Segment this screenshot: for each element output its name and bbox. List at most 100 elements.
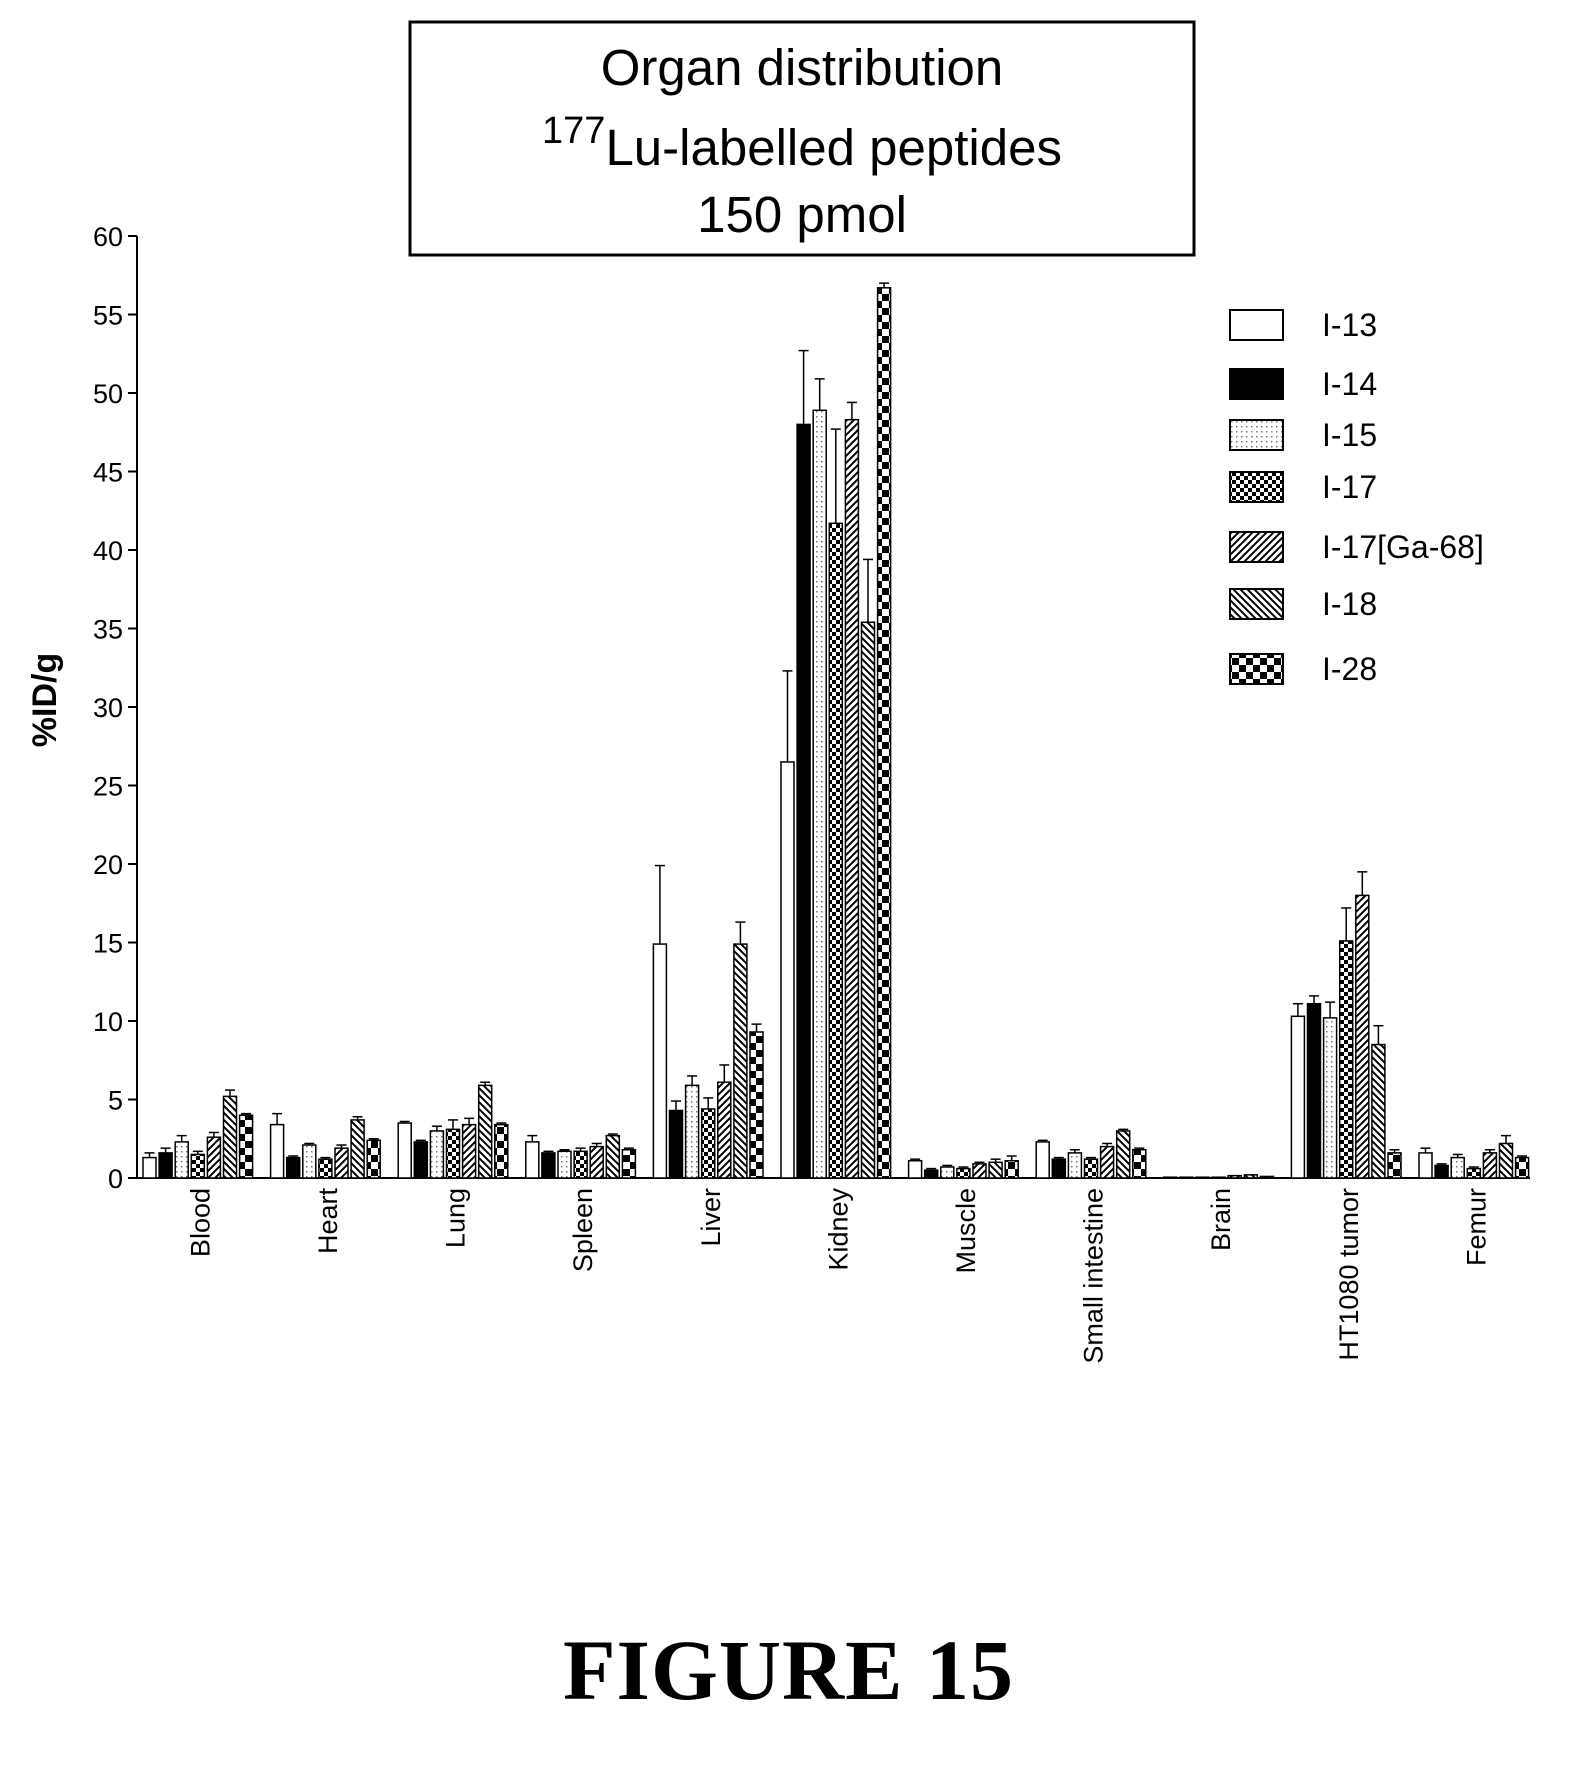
bar bbox=[1083, 1158, 1099, 1179]
bar bbox=[1099, 1145, 1115, 1179]
bar bbox=[461, 1123, 477, 1179]
bar bbox=[285, 1156, 301, 1179]
legend-label: I-18 bbox=[1322, 586, 1377, 622]
bar bbox=[717, 1081, 732, 1179]
bar bbox=[1132, 1148, 1147, 1179]
legend: I-13 I-14 I-15 I-17 I-17[Ga-68] I-18 I-28 bbox=[1229, 307, 1484, 687]
y-tick-label: 50 bbox=[93, 379, 123, 409]
bar bbox=[1466, 1167, 1482, 1179]
bar bbox=[318, 1158, 333, 1179]
bar bbox=[1179, 1176, 1194, 1179]
bar bbox=[1227, 1174, 1242, 1179]
bar bbox=[397, 1122, 412, 1179]
bar bbox=[334, 1147, 349, 1179]
bar bbox=[158, 1152, 173, 1179]
bar bbox=[1418, 1152, 1433, 1179]
bar bbox=[1450, 1156, 1465, 1179]
x-tick-label: Muscle bbox=[951, 1188, 981, 1274]
bar bbox=[860, 621, 876, 1179]
bar bbox=[573, 1150, 588, 1179]
legend-swatch bbox=[1229, 309, 1284, 341]
legend-swatch bbox=[1229, 653, 1284, 685]
bar bbox=[350, 1119, 365, 1179]
bar bbox=[589, 1145, 604, 1179]
bar bbox=[844, 418, 860, 1179]
chart-title-line-2: 177Lu-labelled peptides bbox=[542, 110, 1062, 176]
y-axis-label: %ID/g bbox=[26, 653, 64, 747]
bar bbox=[700, 1108, 716, 1179]
bar bbox=[940, 1166, 955, 1179]
x-tick-label: Small intestine bbox=[1079, 1188, 1109, 1364]
legend-swatch bbox=[1229, 471, 1284, 503]
bar bbox=[1004, 1159, 1019, 1179]
legend-swatch bbox=[1229, 588, 1284, 620]
x-tick-label: Blood bbox=[185, 1188, 215, 1257]
x-axis-ticks: Blood Heart Lung Spleen Liver Kidney Muscle Sma… bbox=[185, 1188, 1491, 1364]
bar bbox=[1115, 1130, 1131, 1179]
bar bbox=[1387, 1152, 1402, 1179]
bar bbox=[1067, 1152, 1083, 1179]
bar bbox=[541, 1152, 556, 1179]
bar bbox=[972, 1163, 987, 1179]
x-tick-label: Brain bbox=[1206, 1188, 1236, 1251]
bar bbox=[1163, 1176, 1178, 1179]
bar bbox=[494, 1123, 509, 1179]
title-box: Organ distribution 177Lu-labelled peptid… bbox=[408, 20, 1196, 257]
y-tick-label: 45 bbox=[93, 458, 123, 488]
chart-title-line-1: Organ distribution bbox=[601, 39, 1004, 96]
bar bbox=[1306, 1002, 1322, 1179]
y-tick-label: 60 bbox=[93, 222, 123, 252]
legend-label: I-13 bbox=[1322, 307, 1377, 343]
bar bbox=[749, 1031, 764, 1179]
bar bbox=[956, 1167, 971, 1179]
bar bbox=[668, 1109, 684, 1179]
legend-swatch bbox=[1229, 531, 1284, 563]
bar bbox=[988, 1161, 1003, 1179]
bar-series-group bbox=[142, 282, 1530, 1179]
bar bbox=[796, 423, 811, 1179]
y-tick-label: 0 bbox=[108, 1164, 123, 1194]
bar bbox=[269, 1123, 285, 1179]
bar bbox=[1338, 940, 1354, 1179]
legend-label: I-17 bbox=[1322, 469, 1377, 505]
x-tick-label: Liver bbox=[696, 1188, 726, 1247]
bar bbox=[828, 522, 844, 1179]
legend-label: I-28 bbox=[1322, 651, 1377, 687]
bar bbox=[174, 1141, 189, 1179]
y-tick-label: 30 bbox=[93, 693, 123, 723]
legend-label: I-15 bbox=[1322, 417, 1377, 453]
chart-title-line-3: 150 pmol bbox=[697, 186, 907, 243]
bar bbox=[1243, 1174, 1259, 1179]
bar bbox=[366, 1139, 381, 1179]
bar bbox=[1195, 1176, 1210, 1179]
legend-label: I-17[Ga-68] bbox=[1322, 529, 1484, 565]
y-tick-label: 20 bbox=[93, 850, 123, 880]
bar bbox=[876, 287, 892, 1179]
title-line-2-text: Lu-labelled peptides bbox=[605, 119, 1062, 176]
bar bbox=[733, 943, 748, 1179]
bar bbox=[1482, 1152, 1498, 1179]
y-tick-label: 25 bbox=[93, 772, 123, 802]
y-tick-label: 55 bbox=[93, 301, 123, 331]
y-axis-ticks: 0 5 10 15 20 25 30 35 40 45 50 55 60 bbox=[93, 222, 137, 1194]
x-tick-label: Heart bbox=[313, 1188, 343, 1255]
bar bbox=[190, 1153, 206, 1179]
bar bbox=[525, 1141, 540, 1179]
bar bbox=[445, 1128, 461, 1179]
x-tick-label: Femur bbox=[1461, 1188, 1491, 1266]
y-tick-label: 10 bbox=[93, 1007, 123, 1037]
bar bbox=[812, 409, 827, 1179]
x-tick-label: Spleen bbox=[568, 1188, 598, 1272]
title-superscript: 177 bbox=[542, 110, 605, 152]
bar bbox=[1259, 1175, 1275, 1179]
bar bbox=[621, 1148, 637, 1179]
bar bbox=[1035, 1141, 1050, 1179]
bar bbox=[652, 943, 668, 1179]
bar bbox=[206, 1136, 222, 1179]
bar bbox=[1355, 894, 1370, 1179]
bar bbox=[1434, 1164, 1449, 1179]
bar bbox=[1211, 1176, 1226, 1179]
bar bbox=[477, 1084, 493, 1179]
x-tick-label: Lung bbox=[441, 1188, 471, 1248]
